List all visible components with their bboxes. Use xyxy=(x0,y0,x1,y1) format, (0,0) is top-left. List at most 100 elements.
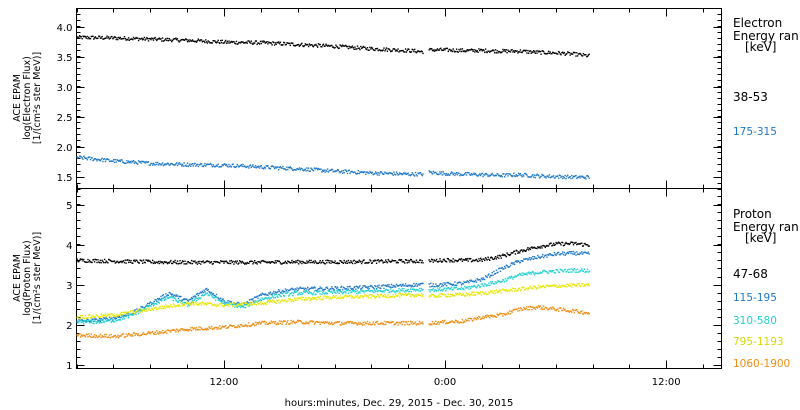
proton-point xyxy=(380,260,382,262)
electron-point xyxy=(218,41,220,44)
electron-point xyxy=(244,42,247,44)
proton-point xyxy=(262,298,264,301)
proton-point xyxy=(278,323,280,325)
electron-point xyxy=(406,173,408,175)
electron-point xyxy=(347,170,350,172)
proton-point xyxy=(210,261,212,264)
proton-point xyxy=(526,306,528,308)
proton-point xyxy=(262,303,264,305)
electron-point xyxy=(421,174,423,177)
proton-point xyxy=(105,260,107,262)
electron-point xyxy=(189,163,191,165)
proton-point xyxy=(200,304,203,306)
proton-point xyxy=(501,280,503,283)
proton-point xyxy=(403,321,405,323)
proton-point xyxy=(392,284,394,287)
electron-point xyxy=(414,171,417,174)
electron-point xyxy=(472,173,474,176)
proton-ytick-label: 5 xyxy=(66,201,72,212)
proton-point xyxy=(100,262,102,264)
proton-point xyxy=(310,292,312,294)
proton-point xyxy=(91,261,93,264)
proton-legend-47-68: 47-68 xyxy=(733,267,768,281)
proton-point xyxy=(196,297,199,300)
proton-point xyxy=(355,322,357,324)
electron-point xyxy=(210,164,213,166)
proton-point xyxy=(377,290,379,292)
electron-point xyxy=(428,170,430,172)
proton-point xyxy=(222,326,224,328)
proton-point xyxy=(277,260,279,262)
electron-point xyxy=(139,160,141,163)
proton-point xyxy=(366,295,369,297)
proton-point xyxy=(380,259,383,261)
proton-point xyxy=(574,252,576,254)
proton-point xyxy=(385,259,387,261)
proton-point xyxy=(200,294,203,297)
proton-point xyxy=(530,273,532,275)
proton-point xyxy=(239,304,241,306)
proton-point xyxy=(96,314,98,316)
electron-point xyxy=(253,166,255,168)
electron-point xyxy=(473,49,475,51)
electron-point xyxy=(365,173,367,175)
proton-point xyxy=(582,270,585,273)
proton-point xyxy=(567,252,570,255)
electron-point xyxy=(414,48,416,51)
electron-point xyxy=(229,41,232,43)
electron-point xyxy=(195,41,198,43)
proton-point xyxy=(79,259,81,261)
electron-point xyxy=(566,175,568,178)
proton-point xyxy=(240,305,243,307)
proton-point xyxy=(221,260,223,263)
proton-point xyxy=(391,286,393,289)
proton-point xyxy=(497,280,499,282)
proton-point xyxy=(435,285,438,287)
proton-point xyxy=(88,333,90,335)
proton-point xyxy=(191,262,194,265)
electron-point xyxy=(458,48,460,51)
proton-point xyxy=(275,302,277,305)
proton-point xyxy=(412,294,414,296)
electron-point xyxy=(401,173,403,176)
proton-point xyxy=(241,305,243,307)
electron-point xyxy=(269,42,272,44)
electron-point xyxy=(360,47,363,49)
proton-point xyxy=(77,260,79,263)
proton-point xyxy=(317,321,319,323)
electron-point xyxy=(355,172,357,175)
proton-point xyxy=(99,333,102,336)
electron-point xyxy=(105,159,107,161)
proton-point xyxy=(470,261,473,263)
proton-point xyxy=(258,261,261,263)
proton-point xyxy=(235,326,238,329)
proton-point xyxy=(393,290,395,292)
proton-point xyxy=(77,321,79,323)
proton-point xyxy=(508,290,511,292)
proton-point xyxy=(208,294,210,297)
proton-point xyxy=(248,322,250,324)
proton-point xyxy=(363,285,365,287)
proton-point xyxy=(552,307,555,309)
proton-point xyxy=(171,329,174,331)
proton-point xyxy=(487,256,489,258)
electron-point xyxy=(562,176,565,178)
proton-point xyxy=(138,335,141,337)
proton-point xyxy=(508,254,510,256)
proton-point xyxy=(154,303,156,305)
proton-point xyxy=(512,309,514,312)
proton-point xyxy=(302,296,305,299)
proton-point xyxy=(406,323,408,325)
proton-point xyxy=(331,290,333,293)
proton-point xyxy=(445,260,447,263)
proton-point xyxy=(99,259,102,262)
proton-point xyxy=(92,259,94,261)
proton-point xyxy=(394,322,397,325)
proton-point xyxy=(97,336,99,339)
proton-point xyxy=(541,247,543,249)
electron-point xyxy=(95,37,97,39)
proton-point xyxy=(356,261,358,264)
proton-point xyxy=(137,311,139,313)
proton-point xyxy=(246,303,248,306)
electron-point xyxy=(123,162,126,164)
